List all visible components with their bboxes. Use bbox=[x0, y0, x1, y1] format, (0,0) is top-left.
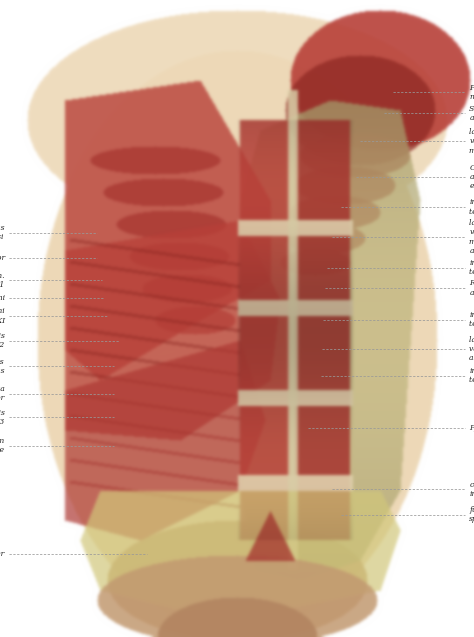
Text: Rectus
abdominis: Rectus abdominis bbox=[469, 279, 474, 297]
Text: Latissimus
dorsi: Latissimus dorsi bbox=[0, 224, 5, 241]
Text: Obliquus abdominis
externus  2: Obliquus abdominis externus 2 bbox=[0, 332, 5, 350]
Text: Obliquus abdom.
externus  1: Obliquus abdom. externus 1 bbox=[0, 271, 5, 289]
Text: canalis
inguinalis: canalis inguinalis bbox=[469, 480, 474, 498]
Text: inscriptio
tendinea IV: inscriptio tendinea IV bbox=[469, 367, 474, 385]
Text: inscriptio
tendinea I: inscriptio tendinea I bbox=[469, 198, 474, 216]
Text: Intercostales interni
costa XI: Intercostales interni costa XI bbox=[0, 307, 5, 325]
Text: Obliquus
abdominis internus: Obliquus abdominis internus bbox=[0, 357, 5, 375]
Text: funiculus
spermaticus: funiculus spermaticus bbox=[469, 506, 474, 524]
Text: Obliquus
abdominis
externus: Obliquus abdominis externus bbox=[469, 164, 474, 190]
Text: Obliquus abdominis
externus  3: Obliquus abdominis externus 3 bbox=[0, 408, 5, 426]
Text: Serratus anterior: Serratus anterior bbox=[0, 254, 5, 262]
Text: ligamentum
inguinale: ligamentum inguinale bbox=[0, 437, 5, 455]
Text: cremaster: cremaster bbox=[0, 550, 5, 558]
Text: Serratus
anterior: Serratus anterior bbox=[469, 104, 474, 122]
Text: inscriptio
tendinea III: inscriptio tendinea III bbox=[469, 311, 474, 329]
Text: Pyramidalis: Pyramidalis bbox=[469, 424, 474, 432]
Text: Pectoralis
major: Pectoralis major bbox=[469, 83, 474, 101]
Text: lamina ant.
vaginae
m. recti abd.: lamina ant. vaginae m. recti abd. bbox=[469, 128, 474, 155]
Text: Intercostales externi: Intercostales externi bbox=[0, 294, 5, 302]
Text: lamina anter.
vagin. m. recti
abdominis  2: lamina anter. vagin. m. recti abdominis … bbox=[469, 336, 474, 362]
Text: spina iliaca
anterior superior: spina iliaca anterior superior bbox=[0, 385, 5, 403]
Text: lamina ant.
vaginae
m. recti
abd.: lamina ant. vaginae m. recti abd. bbox=[469, 219, 474, 255]
Text: inscriptio
tendinea II: inscriptio tendinea II bbox=[469, 259, 474, 276]
